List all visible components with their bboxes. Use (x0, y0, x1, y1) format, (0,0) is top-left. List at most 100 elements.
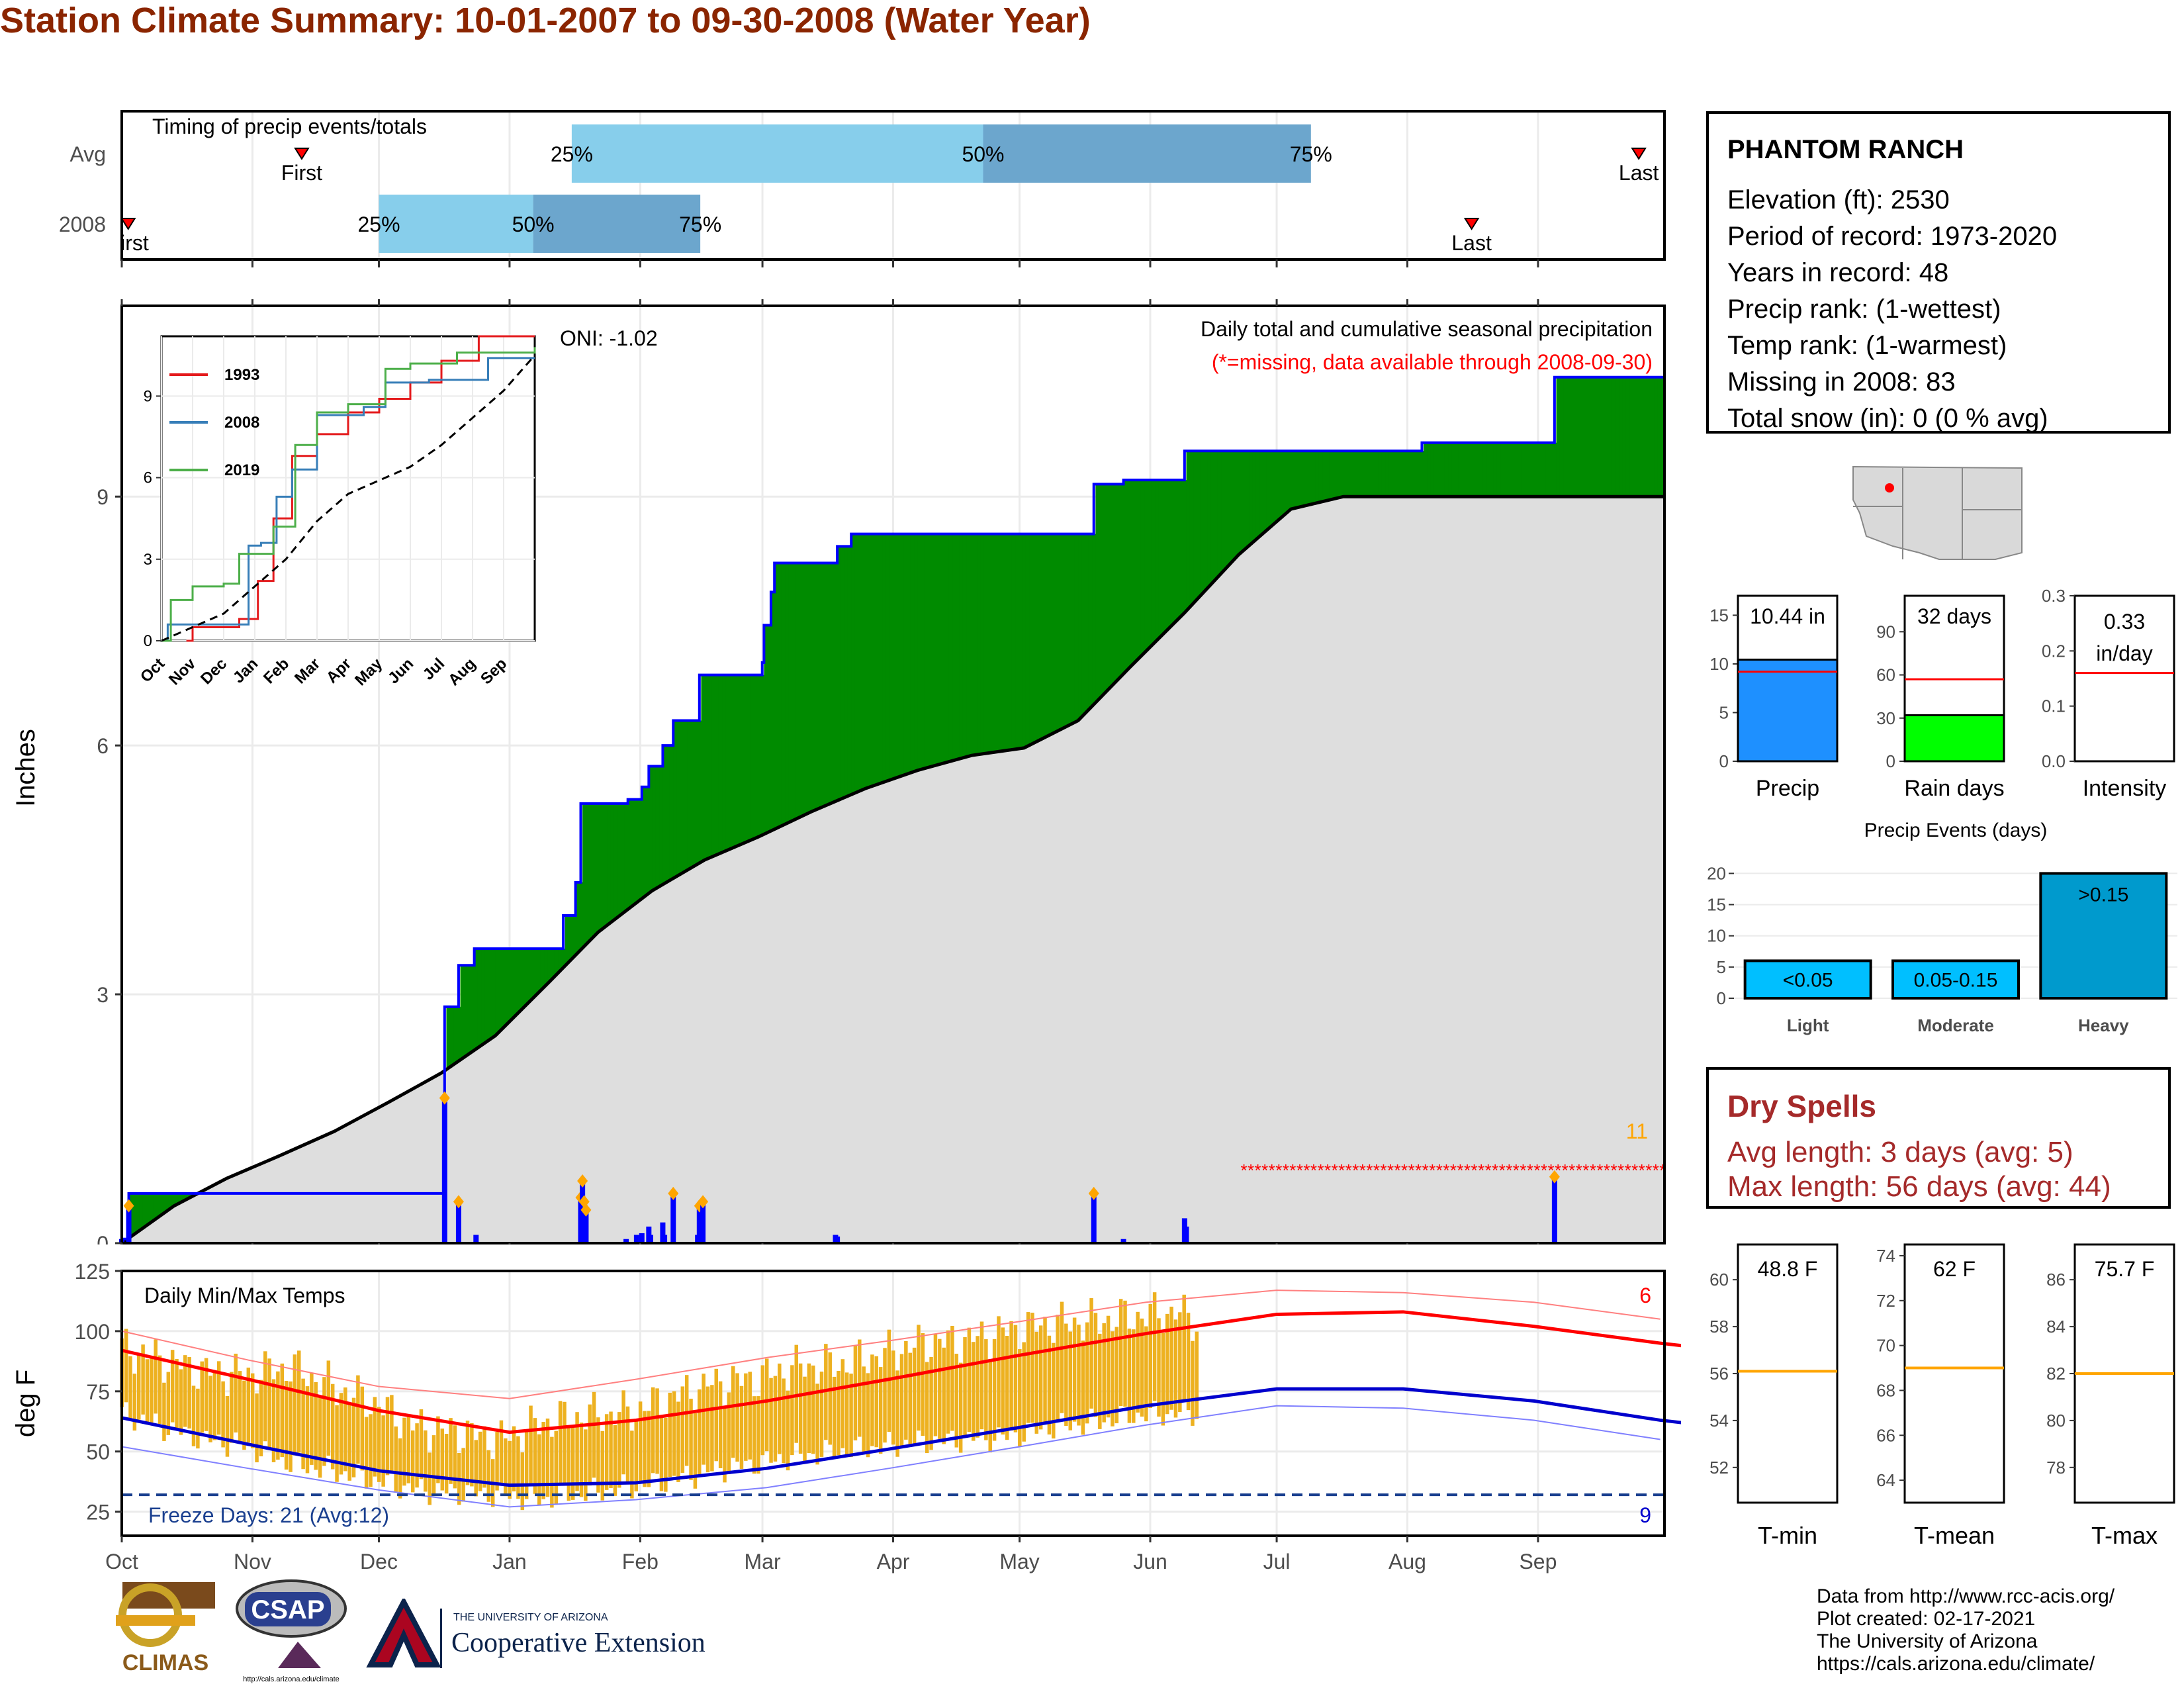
daily-temp-range (259, 1380, 263, 1457)
daily-temp-range (179, 1369, 183, 1435)
daily-temp-range (1026, 1312, 1030, 1423)
daily-temp-range (773, 1376, 778, 1462)
precip-departure-fill (1657, 377, 1662, 497)
precip-departure-fill (1587, 377, 1592, 497)
precip-departure-fill (1078, 534, 1083, 721)
precip-departure-fill (150, 1193, 154, 1223)
heavy-days-count: 11 (1626, 1119, 1648, 1143)
daily-temp-range (600, 1430, 605, 1501)
daily-temp-range (1106, 1315, 1111, 1418)
station-years: Years in record: 48 (1727, 258, 1949, 287)
missing-data-marker: * (1373, 1160, 1380, 1180)
precip-departure-fill (1092, 534, 1097, 706)
daily-temp-range (508, 1440, 512, 1499)
missing-data-marker: * (1422, 1160, 1429, 1180)
precip-departure-fill (1357, 451, 1361, 497)
daily-temp-range (1123, 1300, 1127, 1407)
precip-departure-fill (1214, 451, 1218, 581)
daily-temp-range (979, 1321, 984, 1430)
events-bar-label: <0.05 (1783, 970, 1833, 992)
precip-departure-fill (578, 882, 583, 952)
precip-departure-fill (463, 965, 468, 1058)
precip-departure-fill (156, 1193, 161, 1219)
precip-departure-fill (1545, 442, 1550, 497)
precip-departure-fill (1402, 451, 1407, 497)
inches-tick-label: 3 (97, 983, 109, 1007)
daily-temp-range (415, 1423, 419, 1488)
precip-departure-fill (669, 745, 674, 880)
precip-departure-fill (638, 799, 643, 902)
precip-departure-fill (540, 949, 545, 991)
locator-map (1840, 460, 2033, 566)
daily-temp-range (351, 1397, 356, 1477)
daily-temp-range (1034, 1331, 1039, 1434)
temp-box-value: 48.8 F (1758, 1257, 1818, 1281)
observed-cumulative-line (122, 375, 1664, 1241)
daily-temp-range (1089, 1298, 1093, 1409)
precip-departure-fill (673, 720, 678, 878)
temp-box-tick-label: 72 (1876, 1291, 1895, 1311)
events-bar (1891, 959, 2020, 1000)
mini-value-bar (1903, 714, 2005, 763)
missing-data-marker: * (1464, 1160, 1471, 1180)
precip-departure-fill (1019, 534, 1023, 749)
precip-departure-fill (1068, 534, 1072, 726)
events-category-label: Moderate (1917, 1015, 1994, 1035)
daily-temp-range (558, 1401, 563, 1486)
daily-temp-range (832, 1376, 837, 1460)
precip-departure-fill (1598, 377, 1602, 497)
precip-departure-fill (1273, 451, 1278, 524)
daily-temp-range (912, 1347, 917, 1444)
timing-row-label: Avg (69, 142, 106, 166)
station-missing: Missing in 2008: 83 (1727, 367, 1956, 397)
timing-left-mask (0, 111, 120, 259)
station-precip-rank: Precip rank: (1-wettest) (1727, 295, 2001, 324)
missing-data-marker: * (1429, 1160, 1435, 1180)
daily-temp-range (150, 1356, 154, 1423)
daily-temp-range (655, 1388, 659, 1474)
temp-box-tick-label: 54 (1709, 1411, 1729, 1430)
daily-temp-range (921, 1333, 925, 1436)
daily-temp-range (1009, 1321, 1013, 1431)
precip-departure-fill (997, 534, 1002, 752)
precip-departure-fill (1559, 377, 1564, 497)
station-location-marker (1885, 483, 1894, 492)
precip-departure-fill (788, 563, 793, 823)
daily-temp-range (866, 1373, 870, 1458)
precip-departure-fill (816, 563, 821, 810)
missing-data-marker: * (1555, 1160, 1561, 1180)
precip-departure-fill (1430, 442, 1435, 497)
daily-temp-range (984, 1339, 988, 1440)
daily-temp-range (638, 1401, 643, 1481)
temp-box-tick-label: 80 (2046, 1411, 2066, 1430)
daily-temp-range (524, 1431, 529, 1499)
daily-temp-range (718, 1381, 723, 1469)
daily-temp-range (339, 1393, 343, 1475)
timing-bar-25-50 (571, 124, 983, 183)
daily-temp-range (567, 1427, 571, 1501)
events-category-label: Heavy (2078, 1015, 2129, 1035)
daily-temp-range (579, 1423, 584, 1497)
daily-temp-range (908, 1352, 912, 1447)
precip-departure-fill (924, 534, 929, 769)
precip-departure-fill (460, 965, 465, 1060)
daily-temp-range (470, 1423, 474, 1487)
missing-data-marker: * (1283, 1160, 1289, 1180)
precip-subtitle: Daily total and cumulative seasonal prec… (1201, 317, 1653, 341)
daily-precip-bar (1120, 1239, 1126, 1243)
precip-departure-fill (160, 1193, 165, 1216)
precip-departure-fill (795, 563, 799, 820)
precip-departure-fill (1294, 451, 1299, 508)
daily-temp-range (841, 1359, 845, 1448)
precip-departure-fill (1291, 451, 1295, 510)
precip-departure-fill (718, 675, 723, 855)
precip-departure-fill (526, 949, 531, 1005)
events-y-label: 10 (1707, 926, 1726, 946)
daily-temp-range (170, 1350, 175, 1423)
daily-precip-bar (455, 1201, 461, 1243)
daily-temp-range (997, 1316, 1001, 1428)
missing-data-marker: * (1548, 1160, 1555, 1180)
daily-precip-bar (700, 1201, 706, 1243)
daily-temp-range (705, 1386, 710, 1473)
